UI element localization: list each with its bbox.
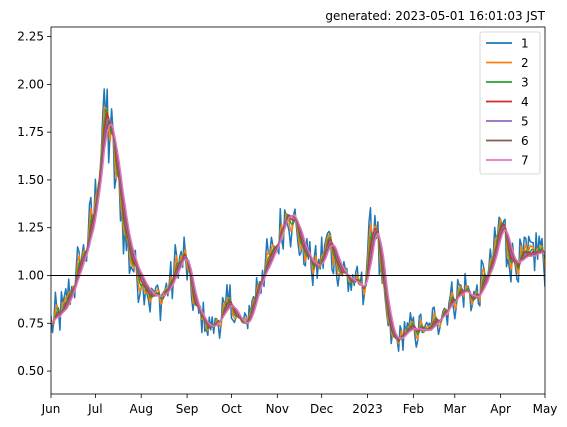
x-tick-label: Oct	[221, 402, 242, 416]
y-tick-label: 2.25	[17, 30, 44, 44]
x-tick-label: Apr	[490, 402, 511, 416]
y-tick-label: 1.75	[17, 125, 44, 139]
legend-label: 3	[521, 76, 529, 90]
x-tick-label: Feb	[403, 402, 424, 416]
x-tick-label: Aug	[130, 402, 153, 416]
series-line-7	[51, 123, 545, 340]
legend-label: 4	[521, 95, 529, 109]
plot-background	[51, 27, 545, 394]
legend-label: 1	[521, 37, 529, 51]
x-tick-label: May	[533, 402, 558, 416]
x-tick-label: Jul	[87, 402, 102, 416]
series-layer	[51, 88, 545, 352]
y-tick-label: 1.25	[17, 221, 44, 235]
y-tick-label: 0.75	[17, 316, 44, 330]
legend-label: 2	[521, 56, 529, 70]
legend-items: 1 2 3 4 5 6 7	[486, 37, 529, 168]
legend: 1 2 3 4 5 6 7	[479, 31, 541, 175]
x-tick-label: Jun	[41, 402, 61, 416]
x-axis: Jun Jul Aug Sep Oct Nov Dec 2023 Feb Mar Apr May	[41, 394, 558, 416]
legend-box	[479, 31, 541, 175]
legend-label: 5	[521, 115, 529, 129]
plot-area	[50, 26, 546, 395]
generated-timestamp: generated: 2023-05-01 16:01:03 JST	[325, 9, 545, 23]
legend-label: 7	[521, 154, 529, 168]
series-line-1	[51, 88, 545, 352]
y-tick-label: 0.50	[17, 364, 44, 378]
legend-label: 6	[521, 134, 529, 148]
x-tick-label: 2023	[352, 402, 383, 416]
x-tick-label: Sep	[176, 402, 199, 416]
x-tick-label: Nov	[266, 402, 289, 416]
y-tick-label: 1.00	[17, 268, 44, 282]
y-tick-label: 2.00	[17, 77, 44, 91]
x-tick-label: Dec	[310, 402, 333, 416]
x-tick-label: Mar	[443, 402, 466, 416]
y-tick-label: 1.50	[17, 173, 44, 187]
y-axis: 0.50 0.75 1.00 1.25 1.50 1.75 2.00 2.25	[17, 30, 51, 378]
plot-frame	[50, 26, 546, 395]
